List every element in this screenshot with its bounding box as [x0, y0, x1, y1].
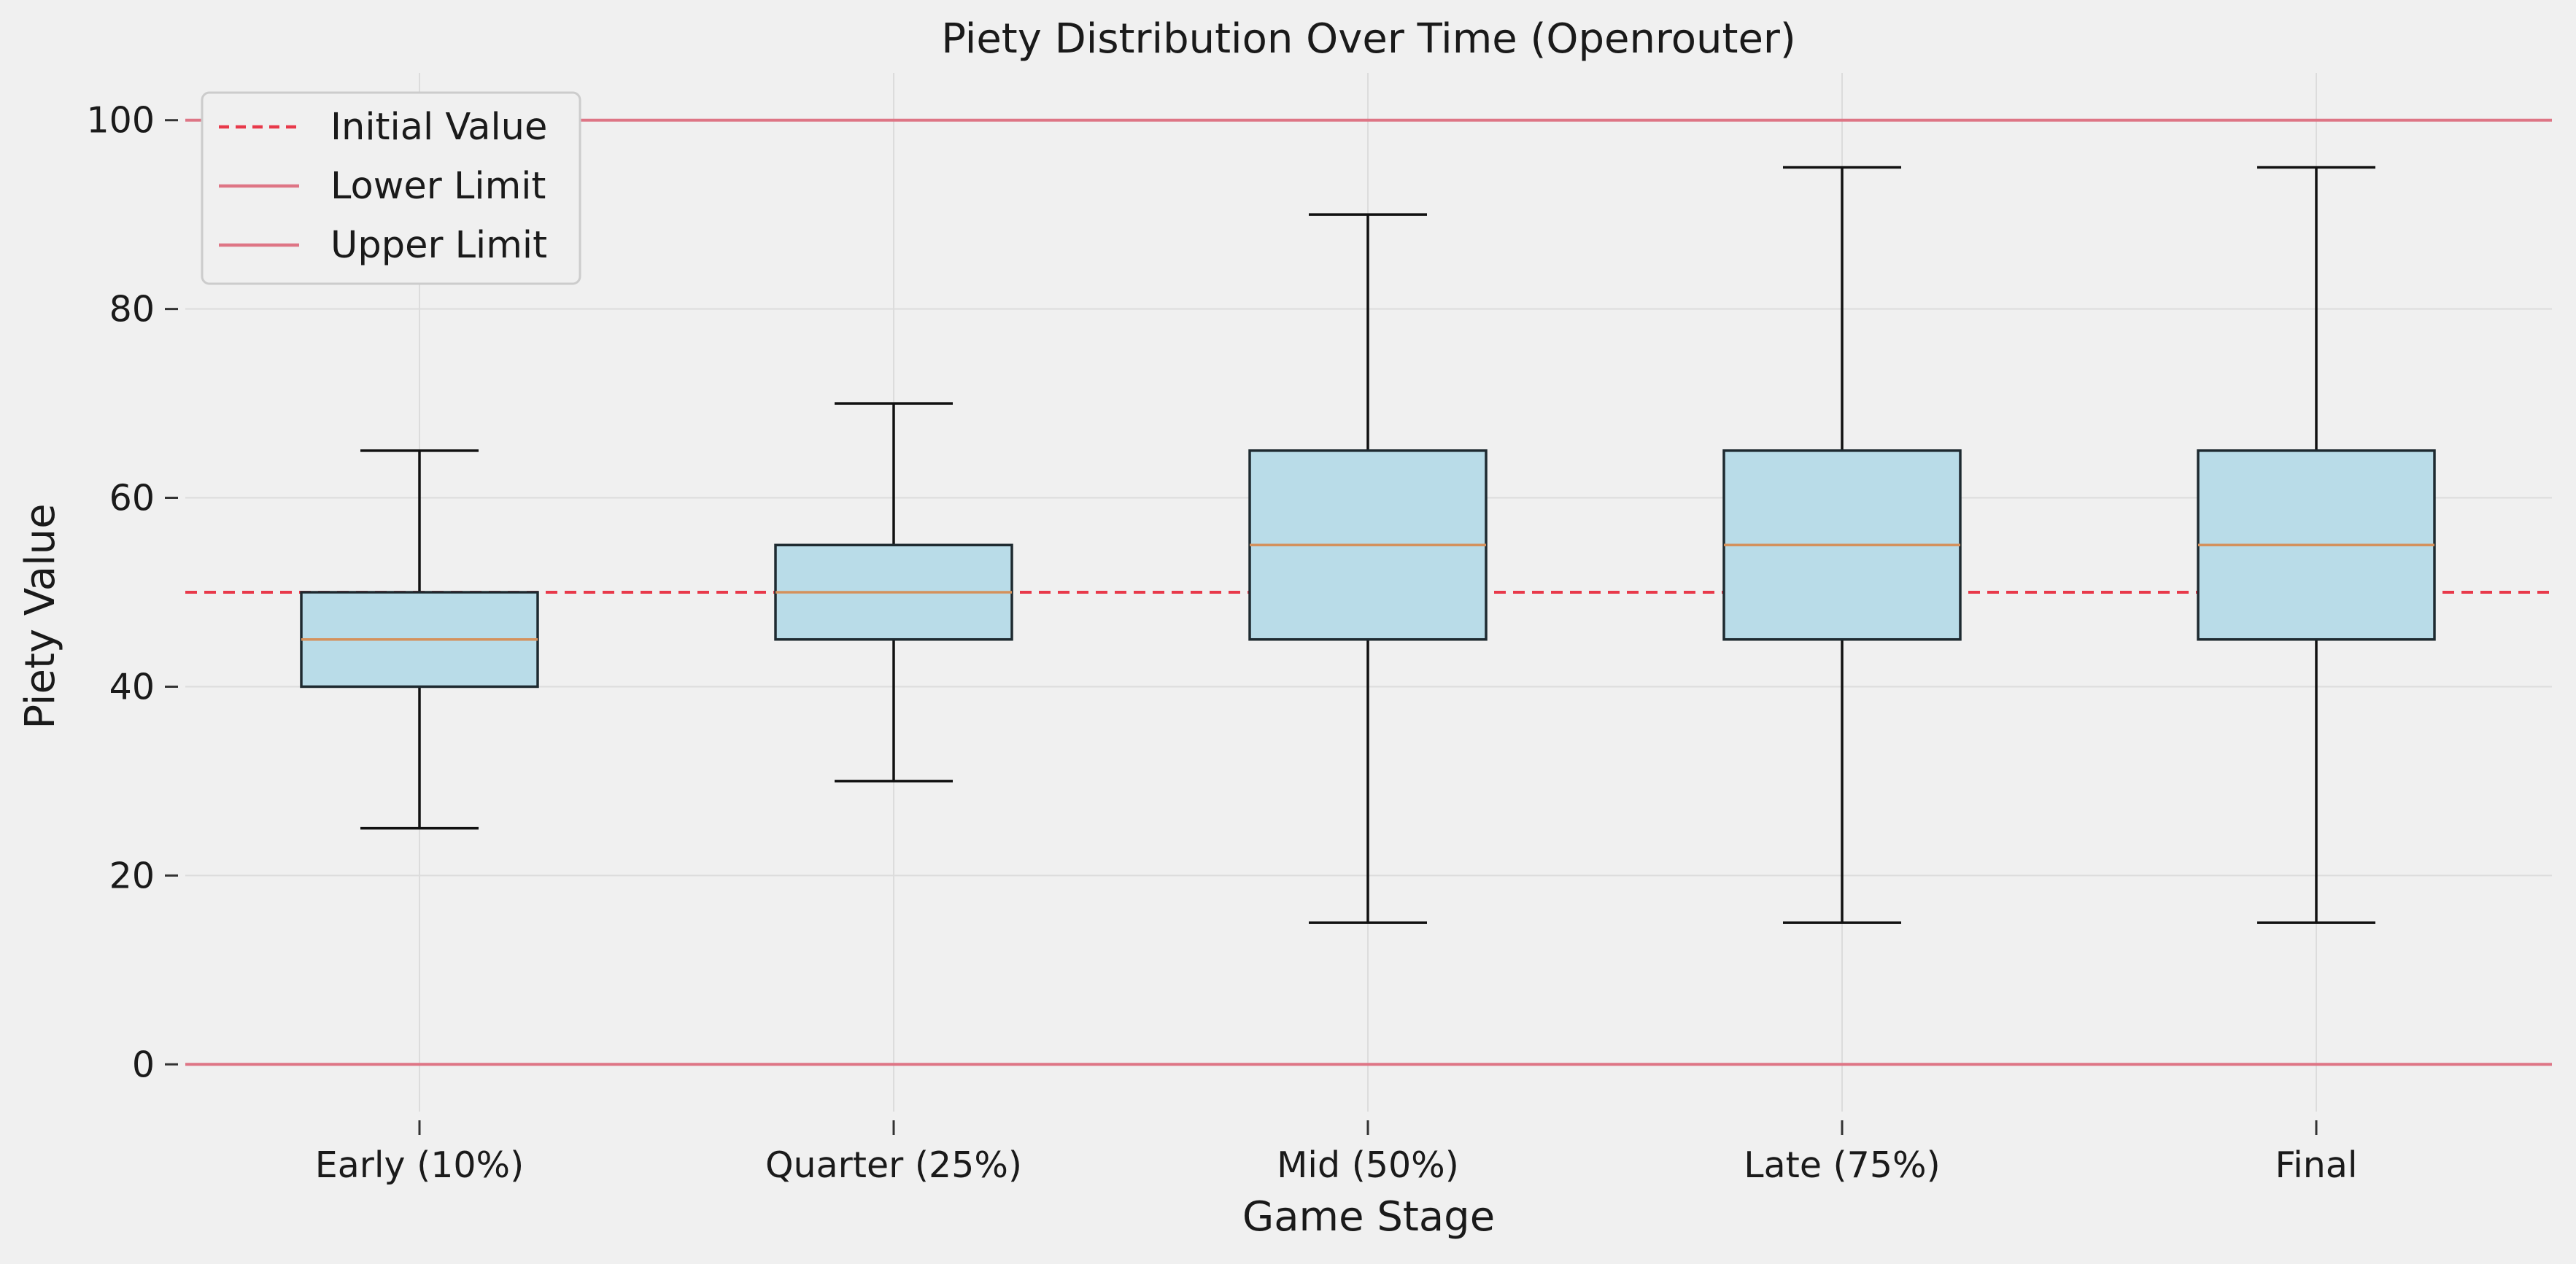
y-axis: 0 20 40 60 80 100 — [86, 100, 178, 1085]
x-tick-label: Late (75%) — [1744, 1144, 1940, 1186]
box-group — [774, 402, 1013, 783]
y-tick-label: 80 — [109, 289, 155, 330]
x-tick-label: Mid (50%) — [1277, 1144, 1459, 1186]
x-tick-label: Early (10%) — [315, 1144, 524, 1186]
y-tick-label: 40 — [109, 666, 155, 707]
boxes — [300, 166, 2436, 924]
box-group — [300, 449, 539, 830]
box-group — [1248, 213, 1488, 924]
x-axis: Early (10%) Quarter (25%) Mid (50%) Late (7… — [315, 1120, 2358, 1186]
legend-label: Upper Limit — [330, 224, 547, 267]
legend-label: Initial Value — [330, 106, 547, 149]
chart-title: Piety Distribution Over Time (Openrouter… — [941, 15, 1796, 63]
box-group — [1722, 166, 1962, 924]
y-tick-label: 100 — [86, 100, 155, 141]
y-tick-label: 0 — [132, 1044, 155, 1085]
y-axis-title: Piety Value — [17, 503, 64, 729]
x-axis-title: Game Stage — [1242, 1193, 1495, 1241]
legend: Initial Value Lower Limit Upper Limit — [201, 91, 581, 285]
x-tick-label: Final — [2275, 1144, 2358, 1186]
y-tick-label: 20 — [109, 855, 155, 896]
y-tick-label: 60 — [109, 478, 155, 519]
legend-frame — [201, 91, 581, 285]
box-group — [2197, 166, 2436, 924]
x-tick-label: Quarter (25%) — [765, 1144, 1022, 1186]
legend-label: Lower Limit — [330, 165, 546, 208]
